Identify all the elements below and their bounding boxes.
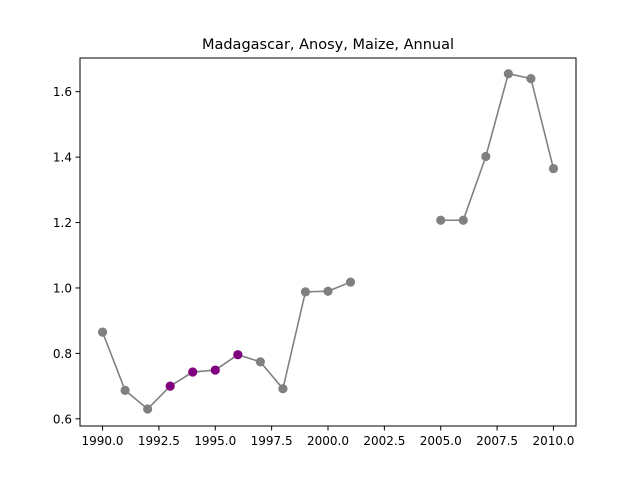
x-tick-label: 1992.5: [138, 434, 180, 448]
data-point: [278, 384, 288, 394]
x-tick-label: 2002.5: [363, 434, 405, 448]
x-tick-label: 2010.0: [532, 434, 574, 448]
data-point: [345, 277, 356, 287]
y-tick-label: 1.4: [53, 151, 72, 165]
x-tick-label: 2000.0: [307, 434, 349, 448]
data-point: [120, 385, 130, 395]
y-tick-label: 0.8: [53, 347, 72, 361]
y-tick-label: 1.6: [53, 85, 72, 99]
data-point: [436, 215, 446, 225]
y-tick-label: 0.6: [53, 412, 72, 426]
x-tick-label: 2007.5: [476, 434, 518, 448]
y-tick-label: 1.0: [53, 281, 72, 295]
highlighted-data-point: [233, 350, 243, 360]
data-point: [143, 404, 153, 414]
x-tick-label: 1997.5: [251, 434, 293, 448]
x-tick-label: 2005.0: [420, 434, 462, 448]
plot-area-frame: [79, 57, 577, 427]
data-point: [481, 151, 491, 162]
data-point: [255, 357, 265, 367]
y-axis-ticks: 0.6 0.8 1.0 1.2 1.4 1.6: [53, 85, 80, 426]
data-point: [458, 215, 468, 225]
series-points: [97, 69, 559, 414]
x-tick-label: 1995.0: [194, 434, 236, 448]
data-point: [323, 286, 333, 296]
highlighted-data-point: [210, 365, 220, 375]
chart-title: Madagascar, Anosy, Maize, Annual: [202, 37, 454, 53]
data-point: [97, 327, 108, 337]
data-point: [503, 69, 513, 79]
highlighted-data-point: [165, 381, 175, 391]
x-axis-ticks: 1990.0 1992.5 1995.0 1997.5 2000.0 2002.5 2005…: [82, 426, 574, 448]
data-point: [548, 163, 559, 174]
y-tick-label: 1.2: [53, 216, 72, 230]
data-point: [526, 74, 536, 84]
x-tick-label: 1990.0: [82, 434, 124, 448]
data-point: [300, 287, 311, 297]
highlighted-data-point: [188, 367, 198, 377]
